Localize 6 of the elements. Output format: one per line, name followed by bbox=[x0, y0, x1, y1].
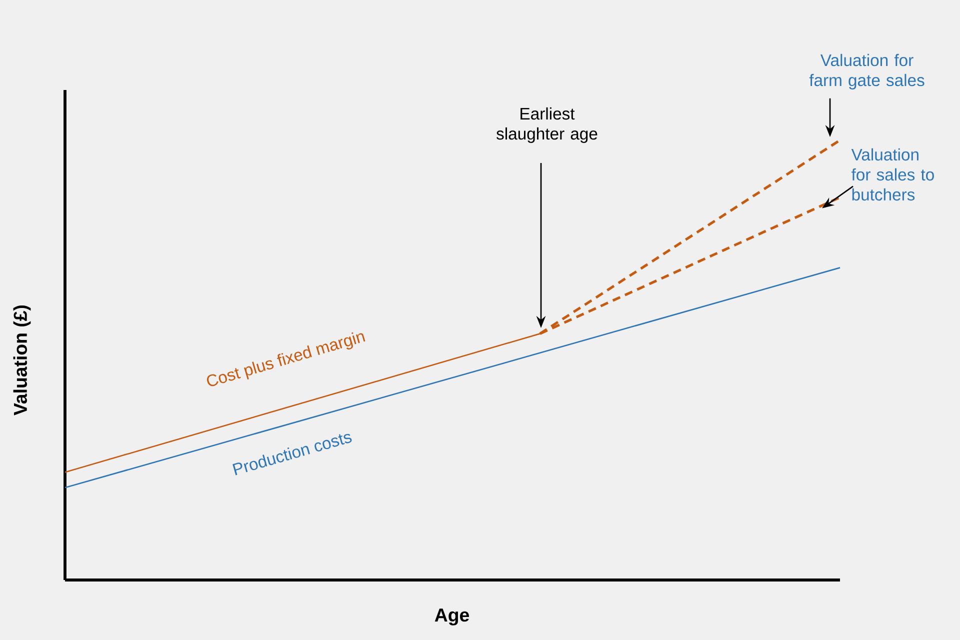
text: Valuation for farm gate sales bbox=[809, 54, 924, 90]
annotation: Earliest slaughter age bbox=[496, 107, 598, 143]
text: Cost plus fixed margin bbox=[206, 332, 366, 386]
text: Valuation for sales to butchers bbox=[851, 148, 934, 201]
x-axis-title: Age bbox=[434, 608, 469, 626]
y-axis-title: Valuation (£) bbox=[13, 305, 31, 416]
